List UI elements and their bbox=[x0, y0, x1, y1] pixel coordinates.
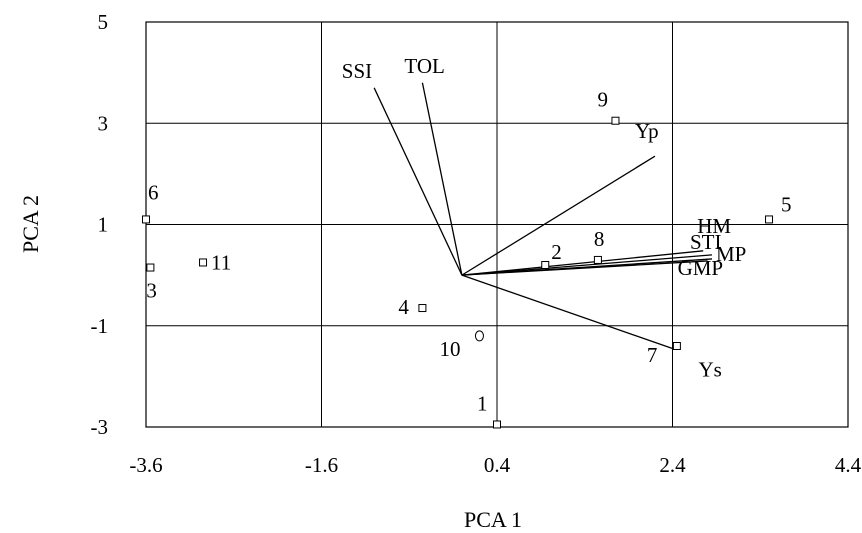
y-tick-label: -3 bbox=[91, 415, 109, 439]
vector-hm bbox=[461, 250, 704, 276]
x-tick-label: -1.6 bbox=[305, 453, 338, 477]
point-label: 6 bbox=[148, 180, 159, 204]
grid bbox=[145, 21, 849, 428]
point-marker bbox=[541, 261, 550, 269]
point-marker bbox=[593, 255, 602, 264]
vector-label: TOL bbox=[404, 54, 444, 78]
point-label: 2 bbox=[551, 240, 562, 264]
point-marker bbox=[611, 116, 620, 125]
point-label: 5 bbox=[781, 192, 792, 216]
vector-tol bbox=[421, 82, 463, 276]
genotype-points: 1 2 3 4 5 6 7 8 9 10 11 bbox=[142, 88, 792, 429]
vector-label: GMP bbox=[678, 256, 724, 280]
x-axis-title: PCA 1 bbox=[464, 507, 522, 532]
vector-label: HM bbox=[697, 214, 731, 238]
point-marker bbox=[418, 304, 427, 313]
x-tick-label: 0.4 bbox=[484, 453, 511, 477]
vector-label: SSI bbox=[342, 59, 372, 83]
vector-label: Yp bbox=[635, 119, 659, 143]
vector-label: MP bbox=[716, 242, 746, 266]
y-tick-label: 1 bbox=[98, 213, 109, 237]
point-label: 10 bbox=[439, 337, 460, 361]
x-tick-label: 4.4 bbox=[835, 453, 862, 477]
y-tick-labels: -3 -1 1 3 5 bbox=[91, 10, 109, 439]
point-marker bbox=[146, 263, 155, 272]
x-tick-label: 2.4 bbox=[659, 453, 686, 477]
x-tick-labels: -3.6 -1.6 0.4 2.4 4.4 bbox=[129, 453, 861, 477]
vector-gmp bbox=[461, 260, 708, 276]
point-marker bbox=[672, 342, 681, 350]
vector-label: STI bbox=[690, 230, 722, 254]
point-marker bbox=[142, 215, 150, 224]
vector-ys bbox=[461, 274, 673, 350]
vector-sti bbox=[461, 254, 713, 276]
vector-yp bbox=[461, 155, 656, 276]
point-label: 7 bbox=[647, 343, 658, 367]
vector-ssi bbox=[373, 87, 463, 276]
point-label: 8 bbox=[594, 227, 605, 251]
x-tick-label: -3.6 bbox=[129, 453, 162, 477]
point-label: 1 bbox=[477, 391, 488, 415]
point-label: 4 bbox=[398, 295, 409, 319]
point-label: 9 bbox=[597, 88, 608, 112]
point-marker bbox=[493, 420, 501, 429]
y-tick-label: -1 bbox=[91, 314, 109, 338]
point-marker bbox=[199, 258, 208, 267]
point-label: 11 bbox=[211, 250, 231, 274]
point-marker bbox=[765, 215, 774, 224]
y-axis-title: PCA 2 bbox=[18, 195, 43, 253]
point-marker bbox=[474, 330, 484, 342]
vector-label: Ys bbox=[699, 358, 722, 382]
y-tick-label: 5 bbox=[98, 10, 109, 34]
y-tick-label: 3 bbox=[98, 111, 109, 135]
point-label: 3 bbox=[146, 279, 157, 303]
